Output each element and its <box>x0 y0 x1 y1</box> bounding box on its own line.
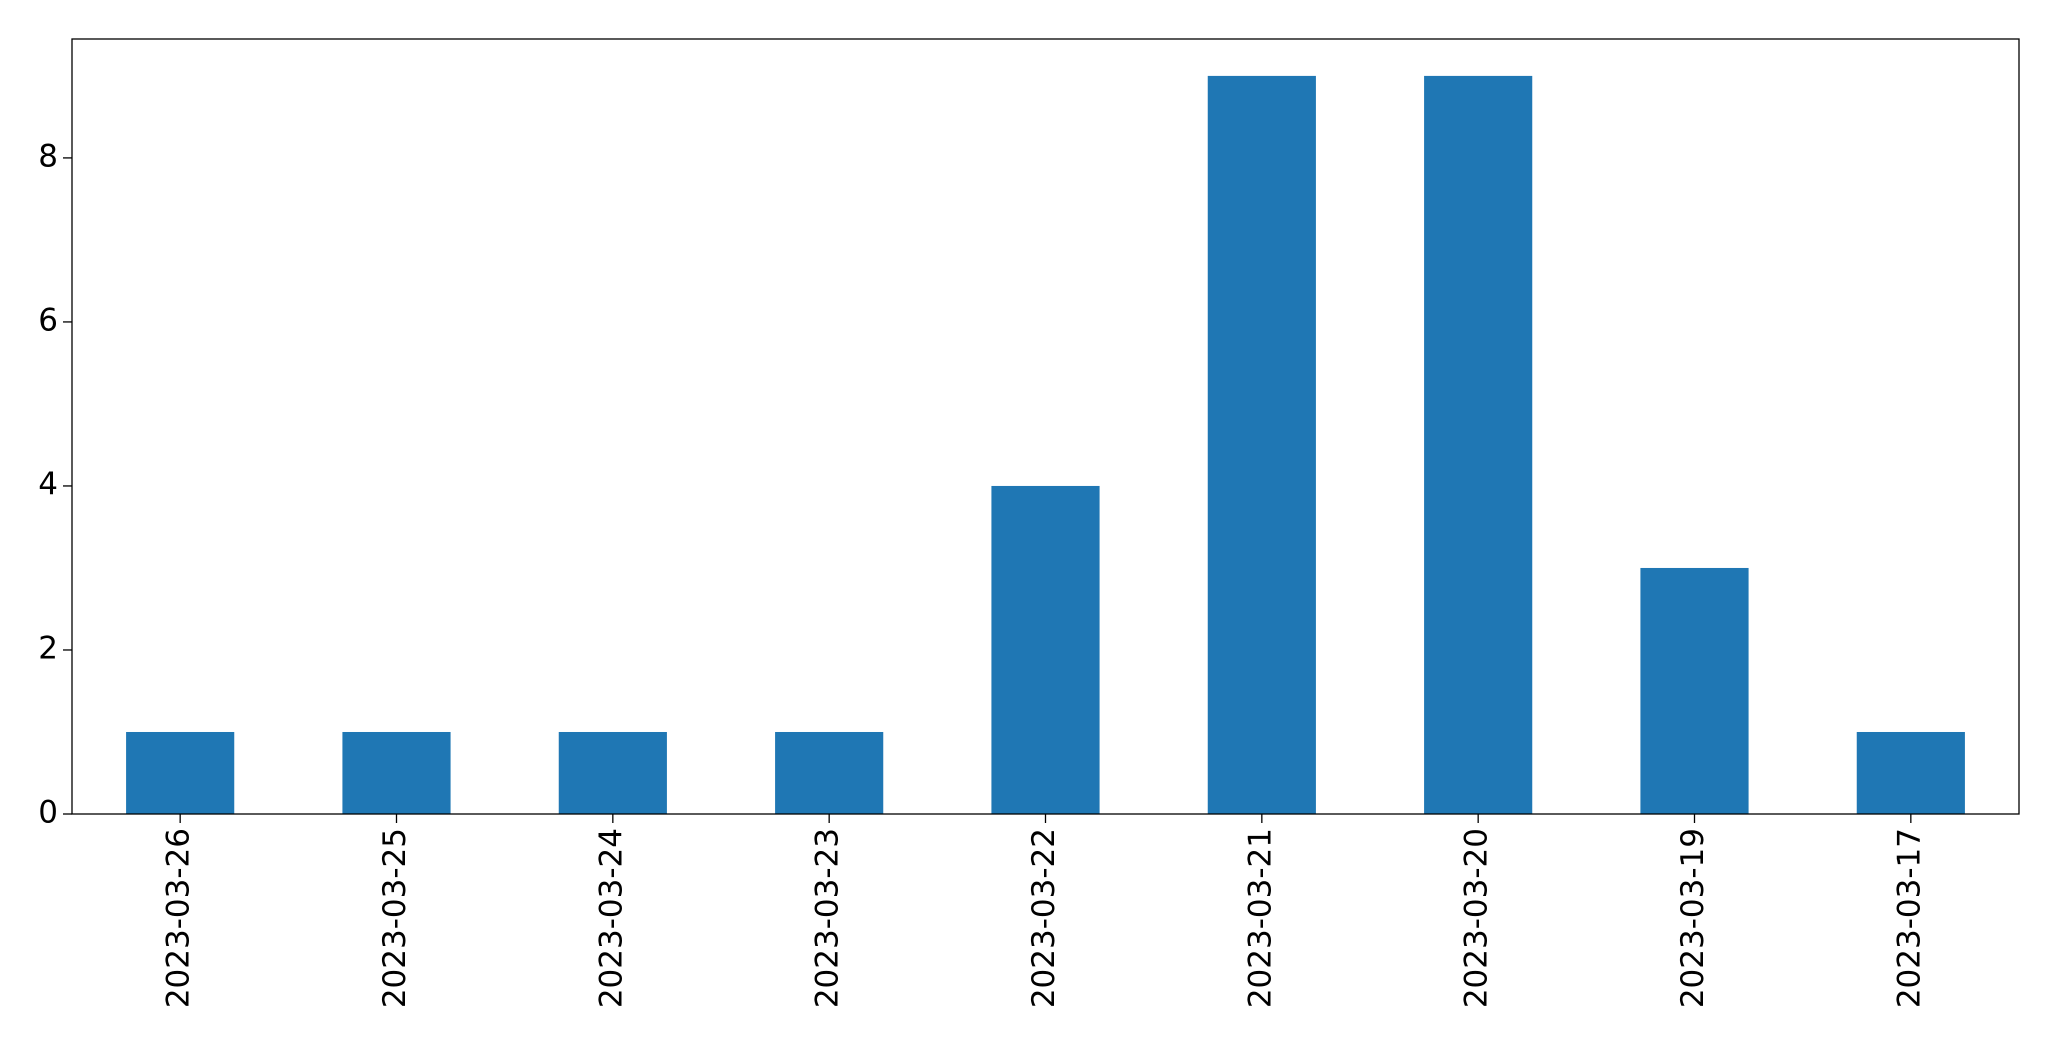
y-tick-label: 6 <box>38 302 58 338</box>
x-tick-label: 2023-03-26 <box>161 828 197 1008</box>
x-tick-label: 2023-03-25 <box>377 828 413 1008</box>
bar <box>342 731 451 814</box>
x-tick-label: 2023-03-19 <box>1675 828 1711 1008</box>
y-tick-label: 0 <box>38 795 58 831</box>
y-tick-label: 2 <box>38 630 58 666</box>
bar <box>991 485 1100 814</box>
bar <box>126 731 235 814</box>
x-tick-label: 2023-03-20 <box>1459 828 1495 1008</box>
bar <box>558 731 667 814</box>
bar <box>1207 75 1316 814</box>
y-tick-label: 8 <box>38 138 58 174</box>
x-tick-label: 2023-03-17 <box>1891 828 1927 1008</box>
x-tick-label: 2023-03-22 <box>1026 828 1062 1008</box>
bar <box>1424 75 1533 814</box>
x-tick-label: 2023-03-24 <box>593 828 629 1008</box>
y-tick-label: 4 <box>38 466 58 502</box>
bar <box>1856 731 1965 814</box>
bar <box>775 731 884 814</box>
x-tick-label: 2023-03-21 <box>1242 828 1278 1008</box>
bar <box>1640 567 1749 814</box>
x-tick-label: 2023-03-23 <box>810 828 846 1008</box>
plot-frame <box>71 38 2020 815</box>
